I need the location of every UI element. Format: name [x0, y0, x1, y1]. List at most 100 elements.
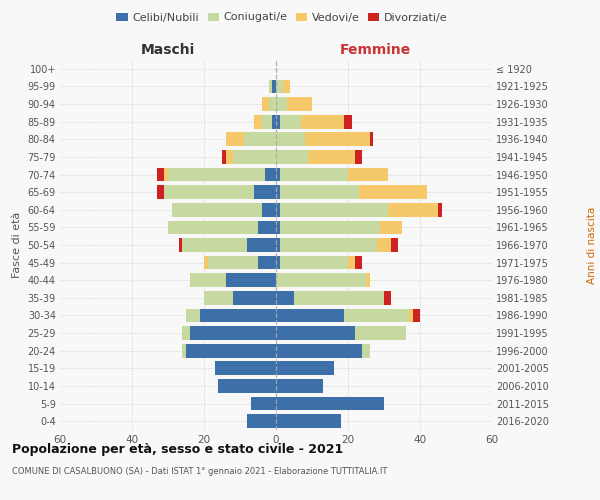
Bar [168, 220, 258, 234]
Bar [276, 256, 280, 270]
Bar [370, 132, 373, 146]
Bar [164, 168, 168, 181]
Bar [233, 150, 276, 164]
Bar [308, 150, 355, 164]
Bar [269, 97, 276, 111]
Text: Maschi: Maschi [141, 44, 195, 58]
Bar [215, 362, 276, 375]
Bar [366, 274, 370, 287]
Bar [200, 308, 276, 322]
Bar [276, 308, 344, 322]
Bar [280, 168, 348, 181]
Bar [226, 132, 244, 146]
Bar [276, 132, 305, 146]
Bar [413, 308, 420, 322]
Bar [276, 379, 323, 393]
Bar [276, 115, 280, 128]
Bar [276, 274, 366, 287]
Bar [208, 256, 258, 270]
Bar [355, 150, 362, 164]
Bar [359, 186, 427, 199]
Bar [280, 186, 359, 199]
Bar [233, 291, 276, 304]
Bar [276, 150, 308, 164]
Bar [157, 186, 164, 199]
Bar [182, 344, 186, 358]
Bar [388, 203, 438, 216]
Bar [276, 291, 294, 304]
Bar [247, 414, 276, 428]
Bar [377, 238, 391, 252]
Bar [218, 379, 276, 393]
Bar [344, 308, 409, 322]
Bar [168, 168, 265, 181]
Bar [344, 115, 352, 128]
Bar [276, 220, 280, 234]
Bar [348, 256, 355, 270]
Bar [280, 115, 301, 128]
Bar [294, 291, 384, 304]
Bar [262, 115, 272, 128]
Bar [204, 256, 208, 270]
Bar [276, 238, 280, 252]
Bar [157, 168, 164, 181]
Bar [276, 97, 287, 111]
Bar [301, 115, 344, 128]
Bar [280, 203, 388, 216]
Bar [258, 220, 276, 234]
Bar [226, 274, 276, 287]
Bar [262, 203, 276, 216]
Bar [384, 291, 391, 304]
Bar [276, 186, 280, 199]
Bar [265, 168, 276, 181]
Text: Anni di nascita: Anni di nascita [587, 206, 597, 284]
Text: Femmine: Femmine [340, 44, 411, 58]
Bar [254, 115, 262, 128]
Bar [226, 150, 233, 164]
Bar [276, 344, 362, 358]
Bar [287, 97, 312, 111]
Bar [186, 308, 200, 322]
Bar [276, 362, 334, 375]
Y-axis label: Fasce di età: Fasce di età [12, 212, 22, 278]
Text: Popolazione per età, sesso e stato civile - 2021: Popolazione per età, sesso e stato civil… [12, 442, 343, 456]
Bar [380, 220, 402, 234]
Bar [222, 150, 226, 164]
Bar [247, 238, 276, 252]
Bar [276, 414, 341, 428]
Bar [355, 256, 362, 270]
Bar [164, 186, 254, 199]
Bar [283, 80, 290, 94]
Bar [179, 238, 182, 252]
Bar [280, 238, 377, 252]
Text: COMUNE DI CASALBUONO (SA) - Dati ISTAT 1° gennaio 2021 - Elaborazione TUTTITALIA: COMUNE DI CASALBUONO (SA) - Dati ISTAT 1… [12, 468, 388, 476]
Bar [362, 344, 370, 358]
Bar [258, 256, 276, 270]
Bar [280, 220, 380, 234]
Bar [280, 256, 348, 270]
Bar [251, 396, 276, 410]
Bar [272, 115, 276, 128]
Bar [438, 203, 442, 216]
Bar [190, 274, 226, 287]
Bar [272, 80, 276, 94]
Legend: Celibi/Nubili, Coniugati/e, Vedovi/e, Divorziati/e: Celibi/Nubili, Coniugati/e, Vedovi/e, Di… [112, 8, 452, 27]
Bar [172, 203, 262, 216]
Bar [182, 238, 247, 252]
Bar [269, 80, 272, 94]
Bar [355, 326, 406, 340]
Bar [244, 132, 276, 146]
Bar [276, 168, 280, 181]
Bar [409, 308, 413, 322]
Bar [276, 80, 283, 94]
Bar [182, 326, 190, 340]
Bar [204, 291, 233, 304]
Bar [186, 344, 276, 358]
Bar [276, 326, 355, 340]
Bar [348, 168, 388, 181]
Bar [276, 203, 280, 216]
Bar [305, 132, 370, 146]
Bar [254, 186, 276, 199]
Bar [190, 326, 276, 340]
Bar [262, 97, 269, 111]
